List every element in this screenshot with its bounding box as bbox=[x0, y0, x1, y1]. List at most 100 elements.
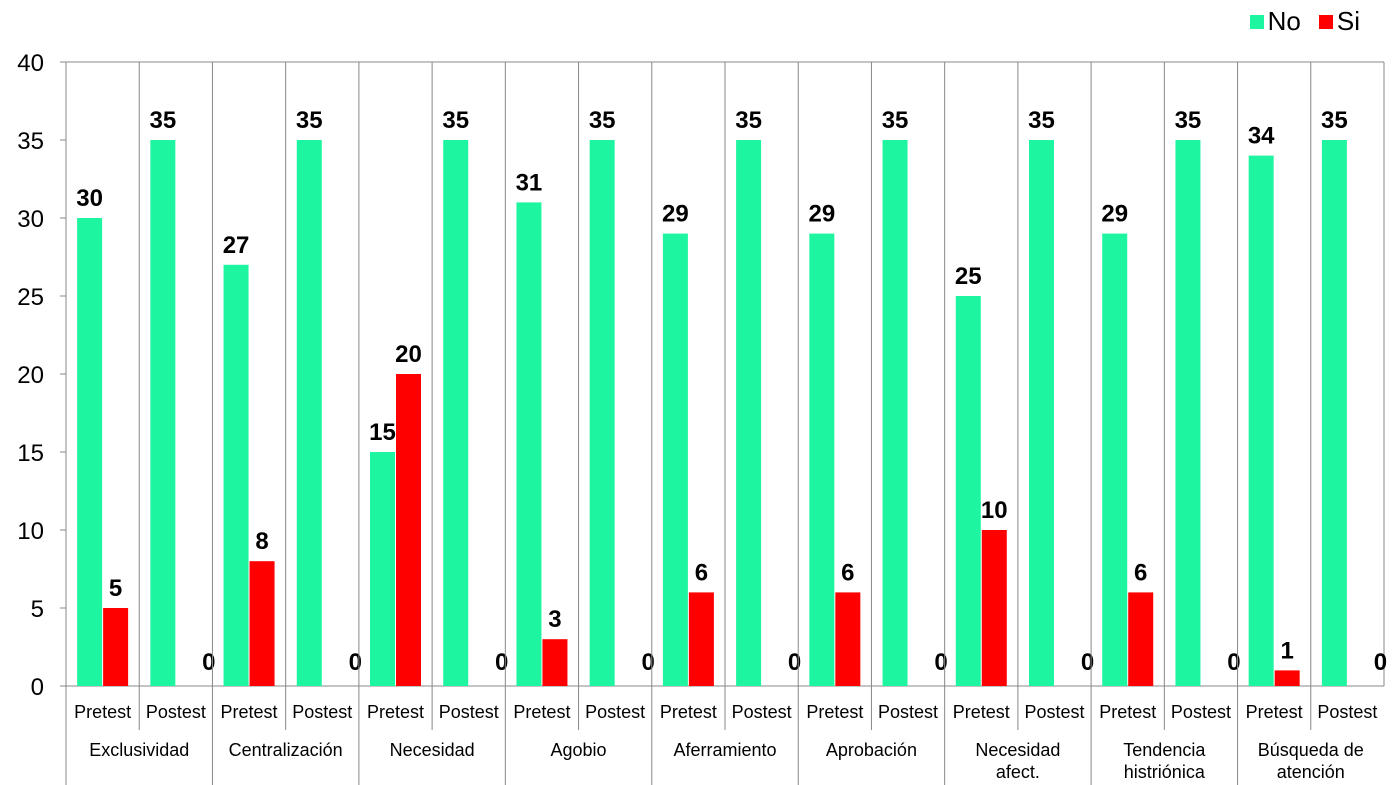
x-category-label: afect. bbox=[996, 762, 1040, 782]
bar-no bbox=[882, 140, 908, 686]
x-subcategory-label: Postest bbox=[585, 702, 645, 722]
y-tick-label: 30 bbox=[17, 206, 44, 233]
data-label-si: 10 bbox=[981, 497, 1008, 524]
y-tick-label: 5 bbox=[31, 596, 44, 623]
x-subcategory-label: Pretest bbox=[806, 702, 863, 722]
x-subcategory-label: Postest bbox=[146, 702, 206, 722]
bar-no bbox=[809, 233, 835, 686]
legend-label-no: No bbox=[1267, 6, 1301, 36]
data-label-no: 15 bbox=[369, 419, 396, 446]
bar-si bbox=[835, 592, 861, 686]
bar-no bbox=[516, 202, 542, 686]
x-subcategory-label: Pretest bbox=[74, 702, 131, 722]
x-category-label: Búsqueda de bbox=[1258, 740, 1364, 760]
x-category-label: atención bbox=[1277, 762, 1345, 782]
data-label-no: 31 bbox=[516, 169, 543, 196]
data-label-si: 0 bbox=[1227, 649, 1240, 676]
data-label-no: 35 bbox=[442, 107, 469, 134]
x-category-label: Aferramiento bbox=[673, 740, 776, 760]
x-subcategory-label: Pretest bbox=[221, 702, 278, 722]
bar-no bbox=[736, 140, 762, 686]
x-category-label: Necesidad bbox=[390, 740, 475, 760]
bar-no bbox=[223, 264, 249, 686]
data-label-si: 0 bbox=[495, 649, 508, 676]
data-label-no: 35 bbox=[296, 107, 323, 134]
data-label-no: 35 bbox=[1175, 107, 1202, 134]
legend-item-no: No bbox=[1249, 6, 1301, 37]
bar-no bbox=[955, 296, 981, 686]
bar-si bbox=[103, 608, 129, 686]
y-tick-label: 20 bbox=[17, 362, 44, 389]
x-subcategory-label: Pretest bbox=[513, 702, 570, 722]
legend-label-si: Si bbox=[1336, 6, 1360, 36]
x-subcategory-label: Postest bbox=[732, 702, 792, 722]
data-label-si: 5 bbox=[109, 575, 122, 602]
x-subcategory-label: Postest bbox=[439, 702, 499, 722]
bar-si bbox=[542, 639, 568, 686]
data-label-no: 35 bbox=[882, 107, 909, 134]
bar-si bbox=[396, 374, 421, 686]
data-label-si: 0 bbox=[788, 649, 801, 676]
data-label-si: 8 bbox=[255, 528, 268, 555]
x-subcategory-label: Pretest bbox=[1099, 702, 1156, 722]
bar-no bbox=[443, 140, 469, 686]
data-label-no: 29 bbox=[808, 201, 835, 228]
bar-no bbox=[589, 140, 615, 686]
data-label-no: 29 bbox=[1101, 201, 1128, 228]
x-category-label: Exclusividad bbox=[89, 740, 189, 760]
x-subcategory-label: Pretest bbox=[367, 702, 424, 722]
y-tick-label: 0 bbox=[31, 674, 44, 701]
x-subcategory-label: Postest bbox=[878, 702, 938, 722]
data-label-si: 20 bbox=[395, 341, 422, 368]
data-label-si: 1 bbox=[1280, 637, 1293, 664]
x-subcategory-label: Pretest bbox=[953, 702, 1010, 722]
x-subcategory-label: Postest bbox=[1317, 702, 1377, 722]
y-tick-label: 15 bbox=[17, 440, 44, 467]
x-category-label: Tendencia bbox=[1123, 740, 1206, 760]
y-tick-label: 35 bbox=[17, 128, 44, 155]
bar-no bbox=[77, 218, 103, 686]
data-label-no: 35 bbox=[589, 107, 616, 134]
data-label-si: 6 bbox=[1134, 559, 1147, 586]
data-label-si: 0 bbox=[349, 649, 362, 676]
data-label-no: 35 bbox=[735, 107, 762, 134]
bar-no bbox=[662, 233, 688, 686]
x-subcategory-label: Pretest bbox=[1246, 702, 1303, 722]
bar-si bbox=[1274, 670, 1300, 686]
x-category-label: Aprobación bbox=[826, 740, 917, 760]
y-tick-label: 40 bbox=[17, 50, 44, 77]
chart-legend: No Si bbox=[1249, 6, 1360, 37]
data-label-no: 30 bbox=[76, 185, 103, 212]
bar-si bbox=[981, 530, 1007, 686]
bar-si bbox=[688, 592, 714, 686]
x-category-label: Centralización bbox=[229, 740, 343, 760]
y-tick-label: 10 bbox=[17, 518, 44, 545]
data-label-no: 27 bbox=[223, 232, 250, 259]
bar-no bbox=[1175, 140, 1201, 686]
data-label-si: 0 bbox=[1081, 649, 1094, 676]
bar-si bbox=[1128, 592, 1154, 686]
legend-item-si: Si bbox=[1318, 6, 1360, 37]
legend-swatch-si bbox=[1318, 14, 1333, 29]
data-label-si: 6 bbox=[841, 559, 854, 586]
data-label-si: 6 bbox=[695, 559, 708, 586]
data-label-si: 3 bbox=[548, 606, 561, 633]
data-label-si: 0 bbox=[934, 649, 947, 676]
x-subcategory-label: Postest bbox=[1024, 702, 1084, 722]
data-label-no: 35 bbox=[149, 107, 176, 134]
data-label-no: 34 bbox=[1248, 123, 1275, 150]
bar-no bbox=[1029, 140, 1054, 686]
data-label-no: 29 bbox=[662, 201, 689, 228]
x-category-label: histriónica bbox=[1124, 762, 1206, 782]
bar-si bbox=[249, 561, 275, 686]
data-label-no: 25 bbox=[955, 263, 982, 290]
data-label-no: 35 bbox=[1321, 107, 1348, 134]
bar-no bbox=[296, 140, 322, 686]
bar-no bbox=[370, 452, 395, 686]
x-subcategory-label: Postest bbox=[1171, 702, 1231, 722]
data-label-si: 0 bbox=[1374, 649, 1387, 676]
bar-no bbox=[1102, 233, 1128, 686]
data-label-si: 0 bbox=[202, 649, 215, 676]
data-label-si: 0 bbox=[641, 649, 654, 676]
